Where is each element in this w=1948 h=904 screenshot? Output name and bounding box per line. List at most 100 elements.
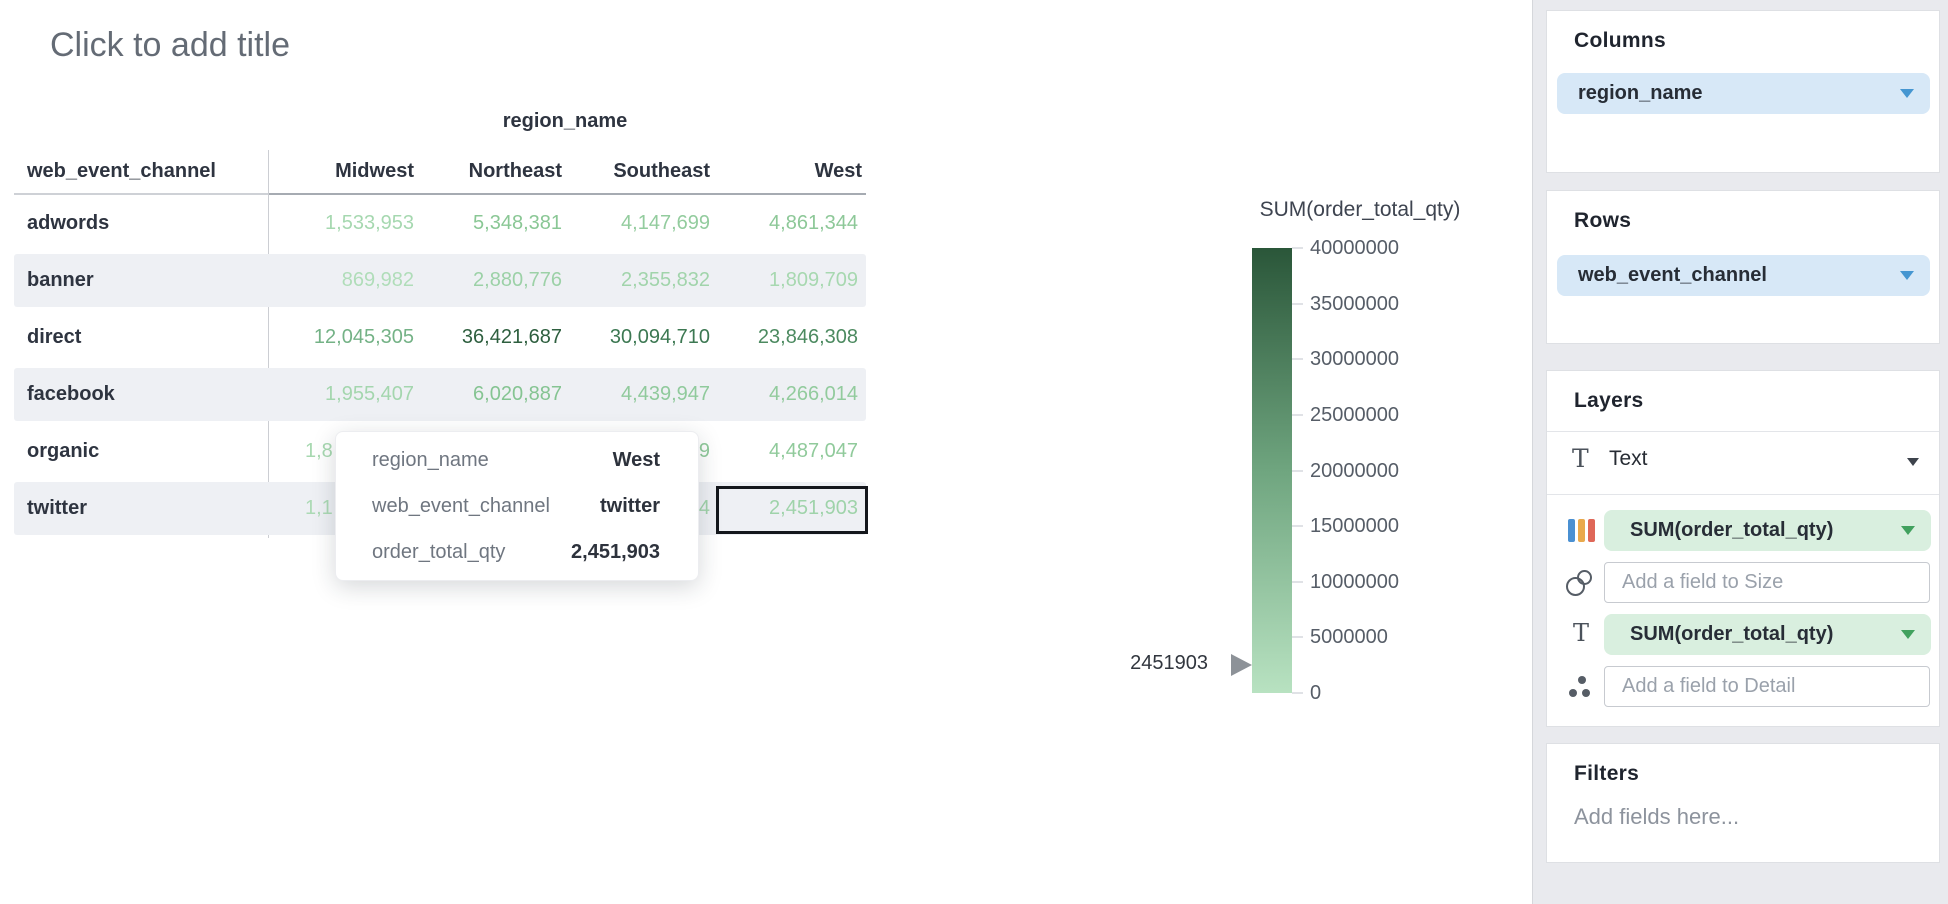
tooltip: region_name West web_event_channel twitter o… <box>335 431 699 581</box>
text-layer-icon: T <box>1572 444 1589 473</box>
legend-tick-label: 0 <box>1310 682 1322 704</box>
chevron-down-icon[interactable] <box>1907 458 1919 466</box>
columns-field-pill[interactable]: region_name <box>1557 73 1930 114</box>
text-field-label: SUM(order_total_qty) <box>1630 623 1834 645</box>
column-header: West <box>814 160 862 182</box>
pivot-cell[interactable]: 4,266,014 <box>769 383 858 405</box>
text-field-row: T SUM(order_total_qty) <box>1547 614 1939 655</box>
legend-tick-mark <box>1292 636 1303 639</box>
table-row: adwords 1,533,953 5,348,381 4,147,699 4,861,… <box>14 195 866 252</box>
filters-section-title: Filters <box>1574 762 1640 785</box>
row-dimension-label: web_event_channel <box>27 160 216 182</box>
pivot-cell[interactable]: 1,533,953 <box>325 212 414 234</box>
pivot-cell[interactable]: 1,955,407 <box>325 383 414 405</box>
detail-field-input[interactable] <box>1605 667 1929 706</box>
rows-field-label: web_event_channel <box>1578 264 1767 286</box>
color-field-pill[interactable]: SUM(order_total_qty) <box>1604 510 1931 551</box>
rows-field-pill[interactable]: web_event_channel <box>1557 255 1930 296</box>
legend-tick-label: 5000000 <box>1310 626 1388 649</box>
row-header: twitter <box>27 497 87 519</box>
pivot-cell[interactable]: 4,439,947 <box>621 383 710 405</box>
settings-sidebar: Columns region_name Rows web_event_chann… <box>1532 0 1948 904</box>
pivot-cell[interactable]: 36,421,687 <box>461 326 562 348</box>
tooltip-value: 2,451,903 <box>571 541 660 563</box>
pivot-cell[interactable]: 4,487,047 <box>769 440 858 462</box>
rows-section: Rows web_event_channel <box>1546 190 1940 344</box>
columns-section-title: Columns <box>1574 29 1666 52</box>
divider <box>1547 494 1939 495</box>
legend-tick-mark <box>1292 358 1303 361</box>
tooltip-value: twitter <box>600 495 660 517</box>
chart-canvas: Click to add title region_name web_event… <box>14 26 1461 704</box>
layer-type-label: Text <box>1609 447 1648 470</box>
legend-tick-mark <box>1292 413 1303 416</box>
column-separator <box>268 150 269 538</box>
detail-field-inputbox <box>1604 666 1930 707</box>
chevron-down-icon[interactable] <box>1901 630 1915 639</box>
legend-tick-mark <box>1292 469 1303 472</box>
pivot-rows: adwords 1,533,953 5,348,381 4,147,699 4,861,… <box>14 195 866 537</box>
legend-gradient-bar <box>1252 248 1292 693</box>
chevron-down-icon[interactable] <box>1901 526 1915 535</box>
size-field-inputbox <box>1604 562 1930 603</box>
divider <box>1547 431 1939 432</box>
pivot-cell[interactable]: 23,846,308 <box>757 326 858 348</box>
table-row: facebook 1,955,407 6,020,887 4,439,947 4,266… <box>14 366 866 423</box>
selected-cell-outline <box>716 486 868 534</box>
layers-section-title: Layers <box>1574 389 1644 412</box>
pivot-cell[interactable]: 12,045,305 <box>313 326 414 348</box>
layer-type-row[interactable]: T Text <box>1547 431 1939 494</box>
text-field-pill[interactable]: SUM(order_total_qty) <box>1604 614 1931 655</box>
pivot-cell[interactable]: 2,451,903 <box>769 497 858 519</box>
pivot-cell[interactable]: 4,147,699 <box>621 212 710 234</box>
tooltip-label: web_event_channel <box>372 495 550 517</box>
pivot-cell[interactable]: 1,8 <box>305 440 333 462</box>
pivot-cell[interactable]: 4 <box>698 497 710 519</box>
pivot-cell[interactable]: 5,348,381 <box>473 212 562 234</box>
table-row: direct 12,045,305 36,421,687 30,094,710 23,8… <box>14 309 866 366</box>
chart-title-placeholder[interactable]: Click to add title <box>50 26 290 64</box>
legend-tick-label: 25000000 <box>1310 403 1399 426</box>
tooltip-value: West <box>612 449 660 471</box>
legend-marker-arrow-icon <box>1231 654 1252 676</box>
color-field-label: SUM(order_total_qty) <box>1630 519 1834 541</box>
legend-tick-label: 35000000 <box>1310 292 1399 315</box>
pivot-cell[interactable]: 4,861,344 <box>769 212 858 234</box>
layers-section: Layers T Text SUM(order_total_qty) <box>1546 370 1940 727</box>
columns-field-label: region_name <box>1578 82 1703 104</box>
color-icon <box>1568 519 1595 542</box>
pivot-cell[interactable]: 1,809,709 <box>769 269 858 291</box>
row-header: adwords <box>27 212 110 234</box>
rows-section-title: Rows <box>1574 209 1632 232</box>
size-field-row <box>1547 562 1939 603</box>
legend-tick-label: 20000000 <box>1310 459 1399 482</box>
pivot-cell[interactable]: 2,355,832 <box>621 269 710 291</box>
chevron-down-icon[interactable] <box>1900 89 1914 98</box>
pivot-cell[interactable]: 30,094,710 <box>609 326 710 348</box>
header-divider <box>14 193 268 195</box>
column-dimension-label: region_name <box>502 110 628 132</box>
filters-section: Filters Add fields here... <box>1546 743 1940 863</box>
legend-tick-mark <box>1292 525 1303 528</box>
row-header: direct <box>27 326 82 348</box>
pivot-cell[interactable]: 1,1 <box>305 497 333 519</box>
legend-tick-mark <box>1292 302 1303 305</box>
color-field-row: SUM(order_total_qty) <box>1547 510 1939 551</box>
row-header: facebook <box>27 383 115 405</box>
row-header: banner <box>27 269 94 291</box>
pivot-cell[interactable]: 2,880,776 <box>473 269 562 291</box>
pivot-table: region_name web_event_channel Midwest Nor… <box>14 106 868 540</box>
filters-placeholder[interactable]: Add fields here... <box>1574 804 1740 829</box>
columns-section: Columns region_name <box>1546 10 1940 173</box>
tooltip-label: order_total_qty <box>372 541 506 563</box>
pivot-cell[interactable]: 6,020,887 <box>473 383 562 405</box>
legend-tick-label: 15000000 <box>1310 515 1399 538</box>
legend-tick-mark <box>1292 580 1303 583</box>
legend-tick-label: 30000000 <box>1310 348 1399 371</box>
row-header: organic <box>27 440 100 462</box>
pivot-cell[interactable]: 9 <box>698 440 710 462</box>
size-field-input[interactable] <box>1605 563 1929 602</box>
pivot-cell[interactable]: 869,982 <box>341 269 414 291</box>
chevron-down-icon[interactable] <box>1900 271 1914 280</box>
table-row: organic 1,8 9 4,487,047 <box>14 423 866 480</box>
